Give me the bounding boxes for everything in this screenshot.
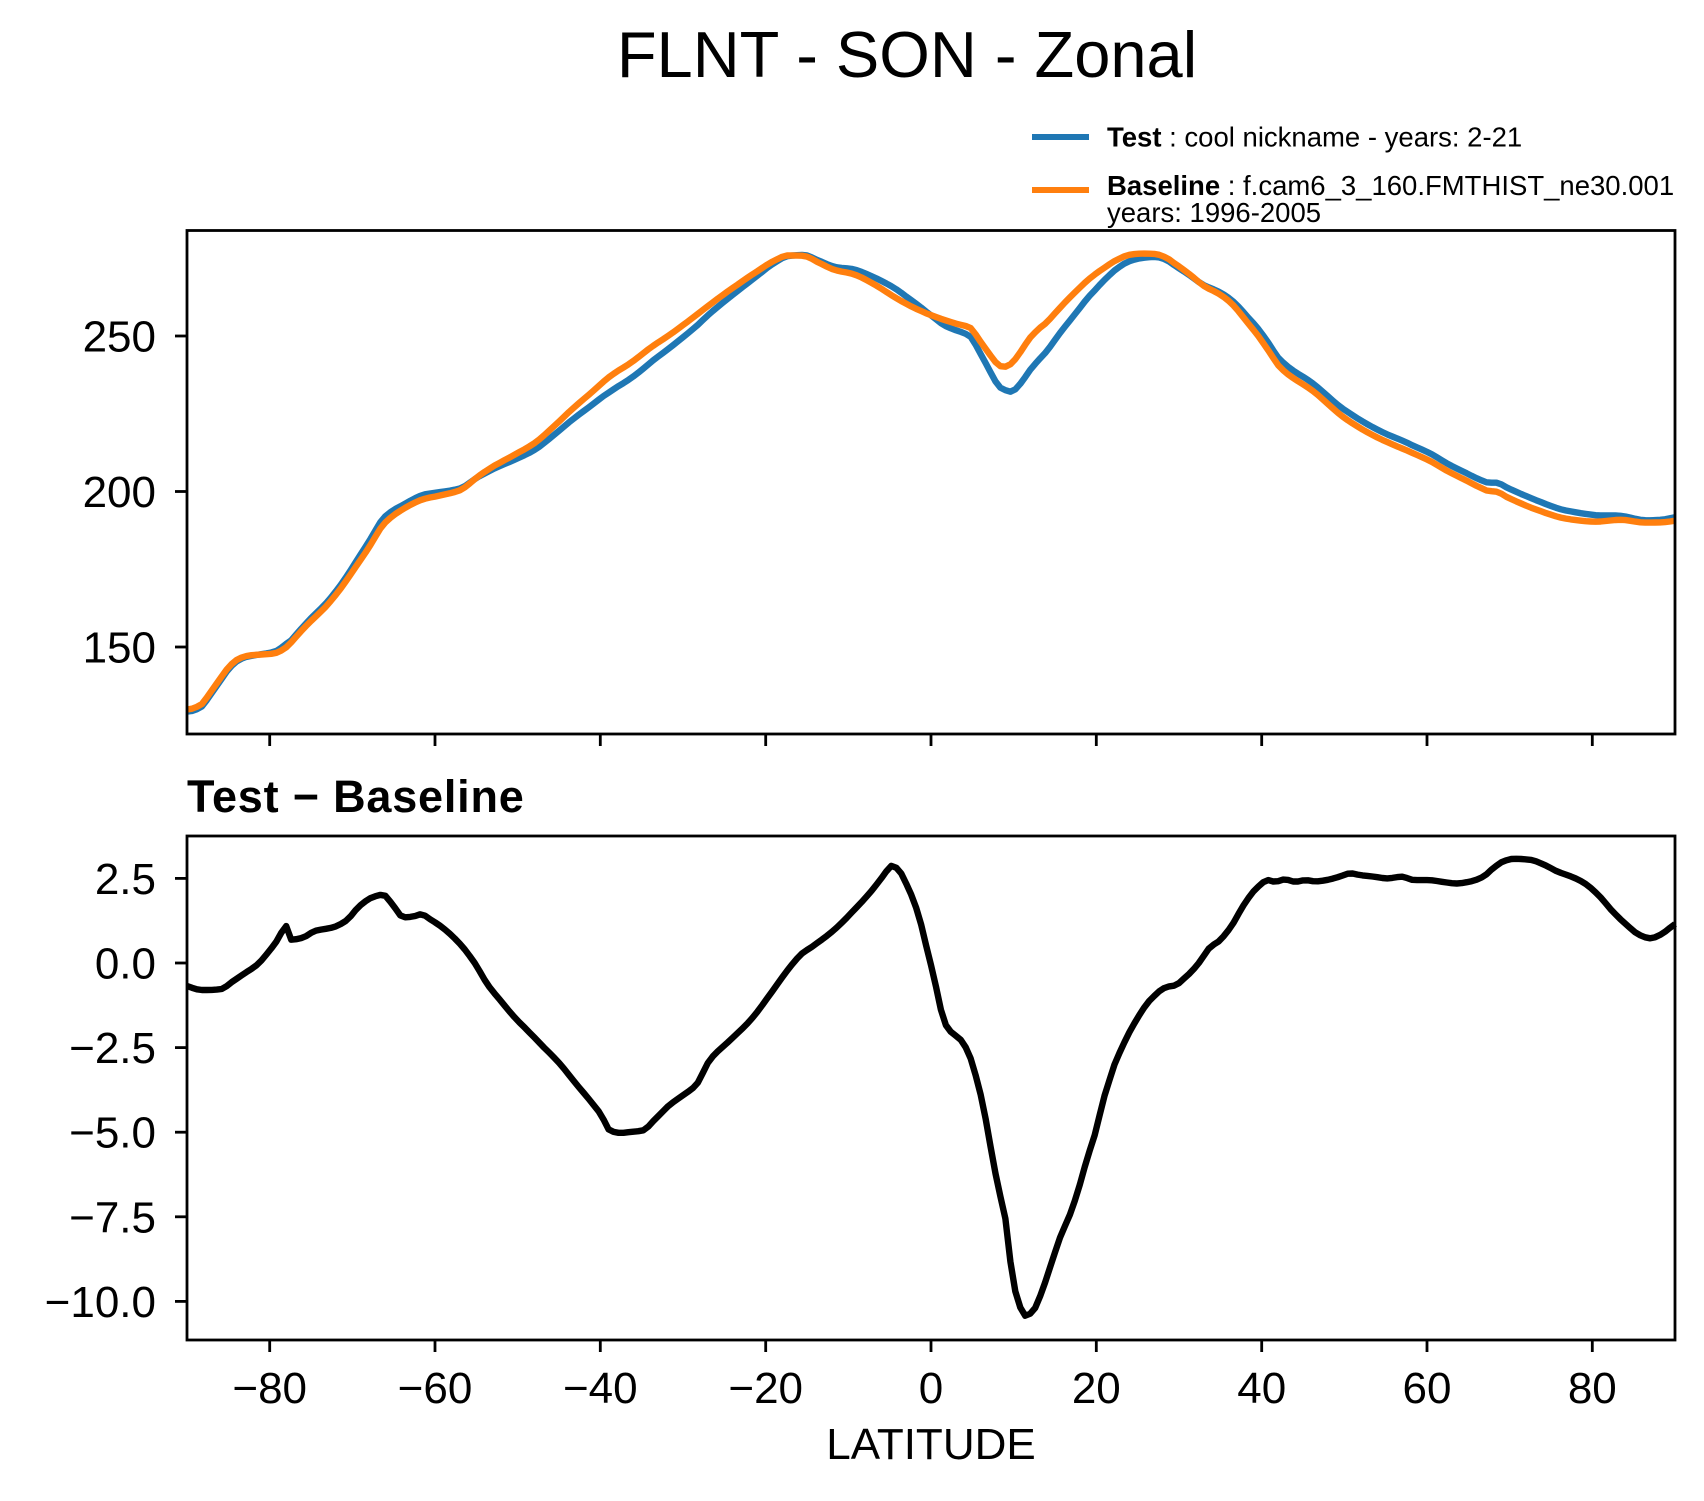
svg-text:Test − Baseline: Test − Baseline — [187, 771, 525, 822]
svg-text:0.0: 0.0 — [95, 940, 156, 989]
svg-text:−7.5: −7.5 — [69, 1193, 156, 1242]
svg-text:200: 200 — [83, 468, 156, 517]
svg-text:−20: −20 — [728, 1364, 803, 1413]
svg-text:−10.0: −10.0 — [45, 1278, 156, 1327]
svg-text:60: 60 — [1403, 1364, 1452, 1413]
svg-text:−2.5: −2.5 — [69, 1024, 156, 1073]
svg-text:Test : cool nickname - years:: Test : cool nickname - years: 2-21 — [1107, 122, 1522, 153]
svg-text:FLNT - SON - Zonal: FLNT - SON - Zonal — [617, 18, 1197, 91]
svg-text:Baseline : f.cam6_3_160.FMTHIS: Baseline : f.cam6_3_160.FMTHIST_ne30.001 — [1107, 170, 1674, 201]
svg-text:250: 250 — [83, 313, 156, 362]
svg-text:−5.0: −5.0 — [69, 1109, 156, 1158]
svg-text:−40: −40 — [563, 1364, 638, 1413]
svg-text:2.5: 2.5 — [95, 855, 156, 904]
svg-text:80: 80 — [1568, 1364, 1617, 1413]
svg-text:−60: −60 — [398, 1364, 473, 1413]
svg-text:years: 1996-2005: years: 1996-2005 — [1107, 197, 1321, 228]
svg-text:−80: −80 — [232, 1364, 307, 1413]
svg-text:0: 0 — [919, 1364, 943, 1413]
svg-text:150: 150 — [83, 624, 156, 673]
svg-text:LATITUDE: LATITUDE — [826, 1420, 1035, 1469]
svg-text:20: 20 — [1072, 1364, 1121, 1413]
svg-text:40: 40 — [1237, 1364, 1286, 1413]
